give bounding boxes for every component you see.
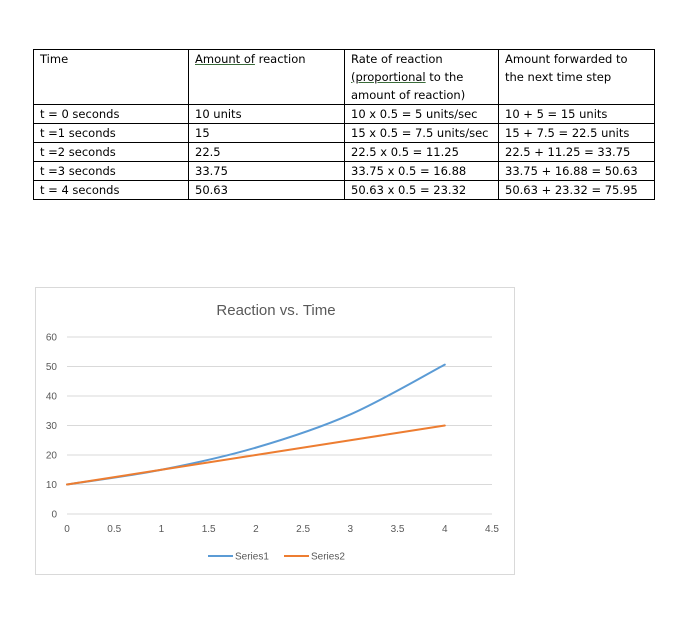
y-tick-label: 0 (51, 510, 57, 521)
chart-area: Reaction vs. Time 0 10 20 30 40 50 60 0 0.5 1 1.5 2… (35, 287, 515, 575)
table-cell: t =2 seconds (33, 142, 189, 162)
x-tick-label: 0 (64, 524, 70, 535)
table-header-row: Time Amount of reaction Rate of reaction… (33, 49, 655, 105)
series-line-series1 (66, 363, 446, 486)
x-tick-label: 4 (442, 524, 448, 535)
series-lines (66, 363, 446, 486)
table-cell: t =3 seconds (33, 161, 189, 181)
y-tick-label: 30 (46, 421, 58, 432)
table-cell: 22.5 + 11.25 = 33.75 (498, 142, 655, 162)
table-cell: 15 x 0.5 = 7.5 units/sec (344, 123, 499, 143)
gridlines (67, 336, 492, 515)
table-cell: 50.63 (188, 180, 345, 200)
table-cell: 50.63 x 0.5 = 23.32 (344, 180, 499, 200)
header-text: Amount of (195, 52, 255, 66)
line-chart: Reaction vs. Time 0 10 20 30 40 50 60 0 0.5 1 1.5 2… (46, 302, 500, 563)
header-text: reaction (258, 52, 306, 66)
data-table: Time Amount of reaction Rate of reaction… (33, 49, 655, 200)
table-cell: 50.63 + 23.32 = 75.95 (498, 180, 655, 200)
x-tick-label: 3 (348, 524, 354, 535)
x-tick-label: 4.5 (485, 524, 499, 535)
header-rate: Rate of reaction (proportional to the am… (344, 49, 499, 105)
header-text: Rate of reaction (351, 52, 443, 66)
table-row: t =2 seconds 22.5 22.5 x 0.5 = 11.25 22.… (33, 142, 655, 162)
legend: Series1 Series2 (208, 552, 345, 563)
x-tick-label: 1 (159, 524, 165, 535)
y-tick-label: 40 (46, 392, 58, 403)
chart-title: Reaction vs. Time (216, 302, 335, 319)
header-text: to the (429, 70, 464, 84)
y-tick-label: 20 (46, 451, 58, 462)
table-cell: t = 4 seconds (33, 180, 189, 200)
table-row: t =1 seconds 15 15 x 0.5 = 7.5 units/sec… (33, 123, 655, 143)
table-cell: 10 x 0.5 = 5 units/sec (344, 104, 499, 124)
table-row: t = 4 seconds 50.63 50.63 x 0.5 = 23.32 … (33, 180, 655, 200)
header-forwarded: Amount forwarded to the next time step (498, 49, 655, 105)
y-tick-label: 60 (46, 333, 58, 344)
legend-label: Series2 (311, 552, 345, 563)
table-cell: 33.75 + 16.88 = 50.63 (498, 161, 655, 181)
table-cell: 22.5 x 0.5 = 11.25 (344, 142, 499, 162)
table-cell: 10 + 5 = 15 units (498, 104, 655, 124)
table-cell: 33.75 (188, 161, 345, 181)
header-text: the next time step (505, 70, 612, 84)
header-text: Time (40, 52, 69, 66)
y-tick-label: 50 (46, 362, 58, 373)
axis-tick-labels: 0 10 20 30 40 50 60 0 0.5 1 1.5 2 2.5 3 3.5 4 4.5 (46, 333, 500, 536)
header-amount: Amount of reaction (188, 49, 345, 105)
x-tick-label: 3.5 (391, 524, 405, 535)
legend-label: Series1 (235, 552, 269, 563)
x-tick-label: 0.5 (107, 524, 121, 535)
series-line-series2 (66, 424, 446, 486)
header-text: (proportional (351, 70, 426, 84)
table-row: t = 0 seconds 10 units 10 x 0.5 = 5 unit… (33, 104, 655, 124)
x-tick-label: 2.5 (296, 524, 310, 535)
table-cell: 15 + 7.5 = 22.5 units (498, 123, 655, 143)
table-cell: 22.5 (188, 142, 345, 162)
x-tick-label: 2 (253, 524, 259, 535)
header-text: Amount forwarded to (505, 52, 628, 66)
table-cell: t =1 seconds (33, 123, 189, 143)
table-row: t =3 seconds 33.75 33.75 x 0.5 = 16.88 3… (33, 161, 655, 181)
table-cell: 15 (188, 123, 345, 143)
x-tick-label: 1.5 (202, 524, 216, 535)
header-time: Time (33, 49, 189, 105)
table-cell: t = 0 seconds (33, 104, 189, 124)
table-cell: 33.75 x 0.5 = 16.88 (344, 161, 499, 181)
y-tick-label: 10 (46, 480, 58, 491)
header-text: amount of reaction) (351, 88, 466, 102)
table-cell: 10 units (188, 104, 345, 124)
